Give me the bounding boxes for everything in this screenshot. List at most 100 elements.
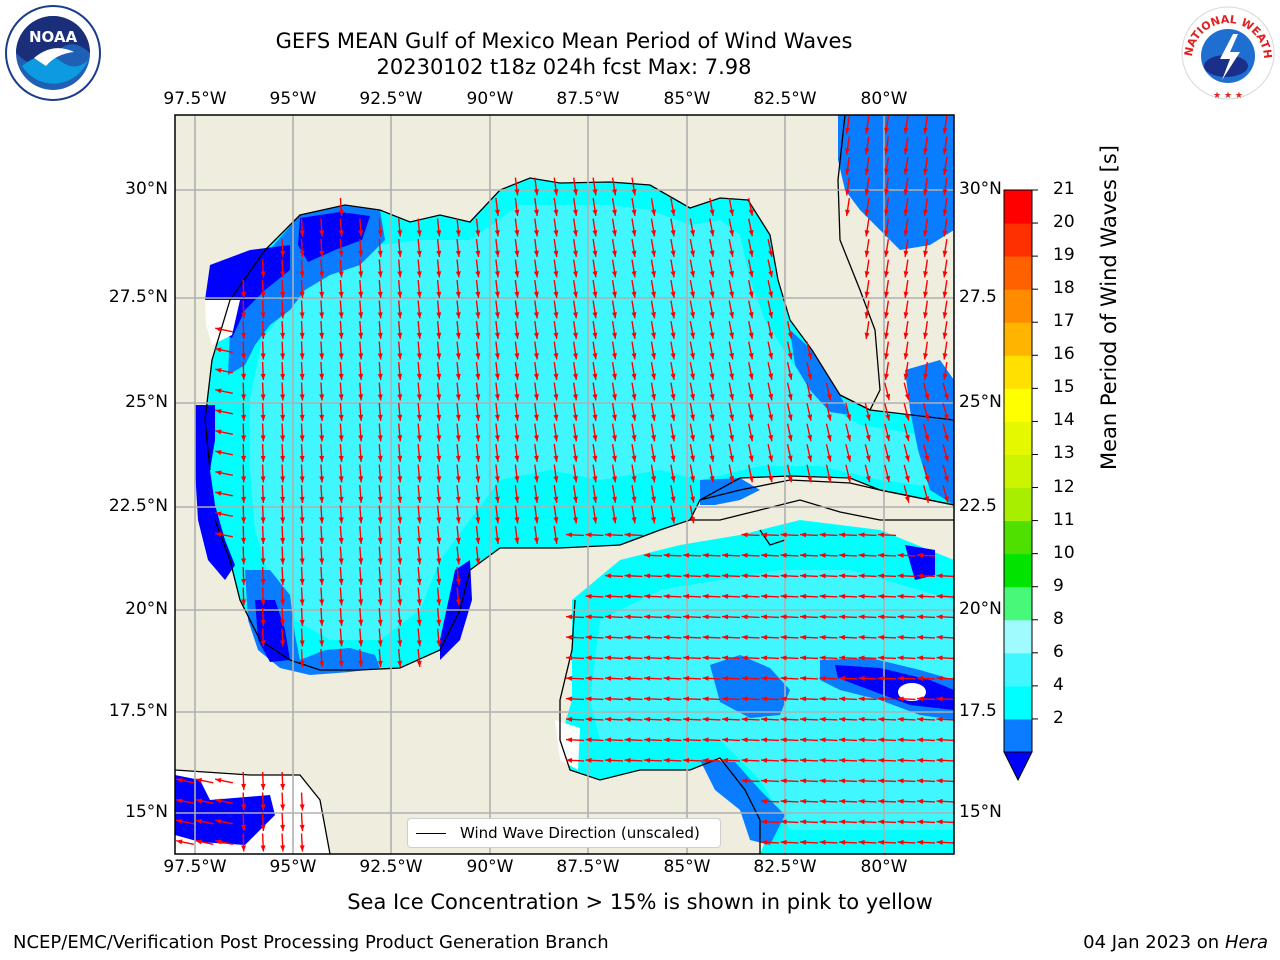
chart-title: GEFS MEAN Gulf of Mexico Mean Period of …: [275, 29, 853, 53]
lon-tick-bottom: 92.5°W: [359, 857, 423, 877]
lat-tick-right: 20°N: [959, 599, 1002, 619]
coastal-band-mexico-west: [195, 405, 235, 580]
coastal-band-north-texas: [228, 205, 385, 375]
colorbar-swatch: [1004, 553, 1032, 588]
gulf-period-6-8: [250, 205, 954, 640]
colorbar-tick-label: 18: [1053, 278, 1075, 299]
lon-tick-bottom: 85°W: [663, 857, 711, 877]
colorbar-swatch: [1004, 619, 1032, 654]
lon-tick-top: 95°W: [269, 89, 317, 109]
lon-tick-bottom: 97.5°W: [163, 857, 227, 877]
colorbar-swatch: [1004, 454, 1032, 489]
nodata-belize: [555, 720, 580, 770]
svg-text:NOAA: NOAA: [29, 28, 78, 46]
nodata-texas: [205, 300, 240, 345]
lon-tick-bottom: 82.5°W: [753, 857, 817, 877]
colorbar-tick-label: 8: [1053, 608, 1064, 629]
svg-text:★ ★ ★: ★ ★ ★: [1213, 91, 1243, 101]
lon-tick-top: 80°W: [860, 89, 908, 109]
chart-subtitle: 20230102 t18z 024h fcst Max: 7.98: [376, 55, 752, 79]
colorbar-tick-label: 11: [1053, 509, 1075, 530]
lon-tick-bottom: 87.5°W: [556, 857, 620, 877]
colorbar-swatch: [1004, 388, 1032, 422]
colorbar-tick-label: 16: [1053, 344, 1075, 365]
lon-tick-top: 85°W: [663, 89, 711, 109]
colorbar-swatch: [1004, 190, 1032, 224]
lat-tick-left: 30°N: [125, 179, 168, 199]
lon-tick-top: 82.5°W: [753, 89, 817, 109]
lat-tick-right: 30°N: [959, 179, 1002, 199]
colorbar-swatch: [1004, 289, 1032, 323]
colorbar-swatch: [1004, 685, 1032, 720]
colorbar-tick-label: 10: [1053, 542, 1075, 563]
map-frame: [174, 114, 955, 855]
lon-tick-bottom: 80°W: [860, 857, 908, 877]
lon-tick-top: 92.5°W: [359, 89, 423, 109]
lat-tick-right: 17.5: [959, 701, 997, 721]
colorbar-tick-label: 20: [1053, 212, 1075, 233]
colorbar-tick-label: 17: [1053, 311, 1075, 332]
coastal-band-florida-west: [790, 330, 850, 415]
colorbar-swatch: [1004, 355, 1032, 389]
arrow-field: [176, 115, 954, 852]
sea-ice-caption: Sea Ice Concentration > 15% is shown in …: [347, 890, 933, 914]
colorbar-tick-label: 4: [1053, 674, 1064, 695]
pacific-band: [175, 775, 275, 845]
colorbar-swatch: [1004, 223, 1032, 257]
colorbar-swatch: [1004, 520, 1032, 555]
lat-tick-left: 25°N: [125, 392, 168, 412]
colorbar-swatch: [1004, 652, 1032, 687]
colorbar-swatch: [1004, 487, 1032, 522]
lat-tick-left: 20°N: [125, 599, 168, 619]
lat-tick-left: 15°N: [125, 802, 168, 822]
colorbar-tick-label: 9: [1053, 575, 1064, 596]
lat-tick-left: 27.5°N: [108, 287, 168, 307]
caribbean-island-gap: [898, 683, 926, 701]
footer-credit: NCEP/EMC/Verification Post Processing Pr…: [13, 932, 609, 953]
honduras-band: [700, 760, 785, 845]
cuba-north-band: [700, 478, 760, 505]
colorbar-tick-label: 15: [1053, 377, 1075, 398]
coastal-band-under-1: [298, 212, 370, 262]
straits-band: [905, 360, 954, 505]
footer-host: Hera: [1224, 932, 1268, 953]
map-legend: Wind Wave Direction (unscaled): [407, 818, 721, 848]
colorbar-tick-label: 14: [1053, 410, 1075, 431]
lon-tick-bottom: 95°W: [269, 857, 317, 877]
colorbar-tick-label: 12: [1053, 476, 1075, 497]
graticule: [175, 115, 954, 854]
lon-tick-top: 90°W: [466, 89, 514, 109]
lat-tick-left: 17.5°N: [108, 701, 168, 721]
lat-tick-right: 27.5: [959, 287, 997, 307]
caribbean-cell-1: [710, 655, 790, 718]
coastal-band-under-3: [255, 600, 290, 662]
lat-tick-right: 25°N: [959, 392, 1002, 412]
colorbar-tick-label: 6: [1053, 641, 1064, 662]
colorbar-tick-label: 13: [1053, 443, 1075, 464]
legend-line-swatch: [416, 832, 446, 834]
colorbar-swatch: [1004, 586, 1032, 621]
colorbar-frame: [1003, 189, 1033, 753]
colorbar-tick-label: 19: [1053, 245, 1075, 266]
noaa-logo-icon: NOAA: [4, 4, 102, 106]
haiti-band: [905, 545, 935, 580]
colorbar-tick-label: 21: [1053, 179, 1075, 199]
footer-date-text: 04 Jan 2023 on: [1083, 932, 1225, 953]
lat-tick-right: 15°N: [959, 802, 1002, 822]
colorbar-swatch: [1004, 256, 1032, 290]
colorbar-tick-label: 2: [1053, 707, 1064, 728]
colorbar-swatch: [1004, 421, 1032, 455]
colorbar-swatch: [1004, 718, 1032, 753]
lat-tick-right: 22.5: [959, 496, 997, 516]
nws-logo-icon: NATIONAL WEATHER SERVICE ★ ★ ★: [1174, 0, 1278, 106]
lon-tick-bottom: 90°W: [466, 857, 514, 877]
lon-tick-top: 97.5°W: [163, 89, 227, 109]
colorbar-swatch: [1004, 322, 1032, 356]
footer-date: 04 Jan 2023 on Hera: [1083, 932, 1268, 953]
colorbar-under-arrow: [1003, 751, 1033, 782]
lat-tick-left: 22.5°N: [108, 496, 168, 516]
lon-tick-top: 87.5°W: [556, 89, 620, 109]
legend-label: Wind Wave Direction (unscaled): [460, 824, 700, 842]
colorbar-label: Mean Period of Wind Waves [s]: [1097, 145, 1121, 470]
